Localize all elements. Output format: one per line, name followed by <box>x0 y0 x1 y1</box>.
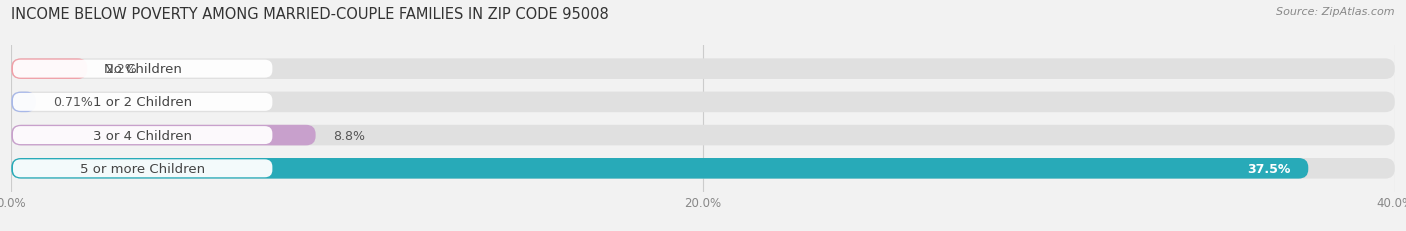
Text: INCOME BELOW POVERTY AMONG MARRIED-COUPLE FAMILIES IN ZIP CODE 95008: INCOME BELOW POVERTY AMONG MARRIED-COUPL… <box>11 7 609 22</box>
FancyBboxPatch shape <box>13 127 273 144</box>
FancyBboxPatch shape <box>13 94 273 111</box>
FancyBboxPatch shape <box>11 158 1395 179</box>
Text: 0.71%: 0.71% <box>53 96 93 109</box>
Text: 1 or 2 Children: 1 or 2 Children <box>93 96 193 109</box>
Text: No Children: No Children <box>104 63 181 76</box>
Text: 2.2%: 2.2% <box>104 63 136 76</box>
FancyBboxPatch shape <box>11 92 35 113</box>
Text: 3 or 4 Children: 3 or 4 Children <box>93 129 193 142</box>
FancyBboxPatch shape <box>11 158 1309 179</box>
Text: Source: ZipAtlas.com: Source: ZipAtlas.com <box>1277 7 1395 17</box>
FancyBboxPatch shape <box>11 59 1395 80</box>
Text: 8.8%: 8.8% <box>333 129 366 142</box>
FancyBboxPatch shape <box>13 160 273 177</box>
FancyBboxPatch shape <box>11 59 87 80</box>
Text: 37.5%: 37.5% <box>1247 162 1291 175</box>
FancyBboxPatch shape <box>11 125 1395 146</box>
Text: 5 or more Children: 5 or more Children <box>80 162 205 175</box>
FancyBboxPatch shape <box>11 92 1395 113</box>
FancyBboxPatch shape <box>11 125 315 146</box>
FancyBboxPatch shape <box>13 61 273 78</box>
